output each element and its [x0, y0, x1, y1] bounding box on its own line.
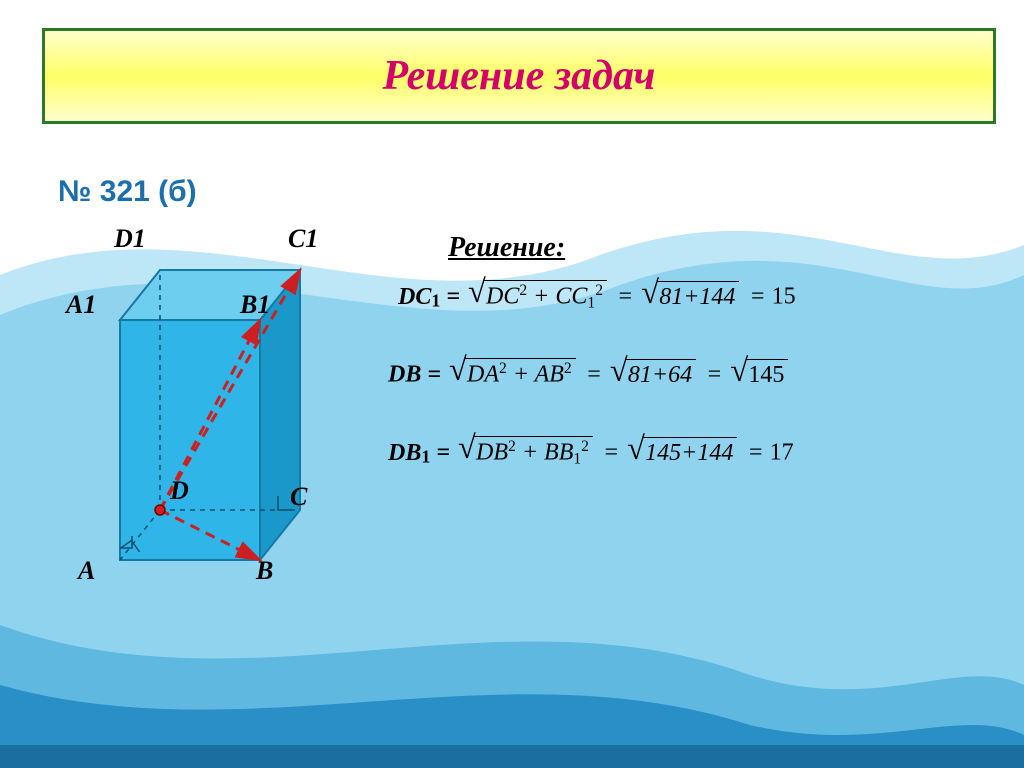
vertex-b: B [256, 556, 273, 586]
vertex-d: D [170, 476, 189, 506]
equation-db1: DB1 = DB2 + BB12 = 145+144 = 17 [388, 436, 794, 470]
vertex-a1: A1 [66, 290, 96, 320]
vertex-b1: B1 [240, 290, 270, 320]
vertex-c: C [290, 482, 307, 512]
title-text: Решение задач [383, 52, 656, 100]
problem-number: № 321 (б) [58, 175, 197, 209]
equation-db: DB = DA2 + AB2 = 81+64 = 145 [388, 358, 792, 391]
solution-heading: Решение: [448, 232, 565, 264]
title-banner: Решение задач [42, 28, 996, 124]
prism-figure: D1 C1 A1 B1 D C A B [60, 230, 360, 610]
vertex-a: A [78, 556, 95, 586]
equation-dc1: DC1 = DC2 + CC12 = 81+144 = 15 [398, 280, 796, 314]
vertex-c1: C1 [288, 224, 318, 254]
vertex-d1: D1 [114, 224, 146, 254]
